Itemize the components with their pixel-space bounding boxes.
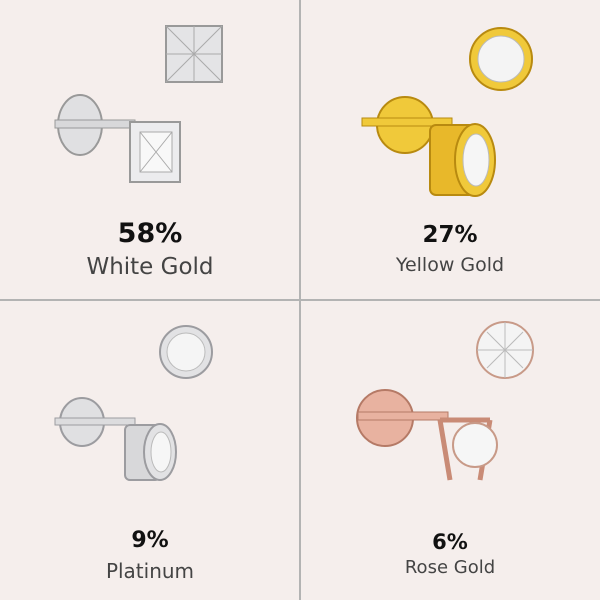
white-gold-panel: 58% White Gold bbox=[0, 0, 300, 300]
rose-gold-panel: 6% Rose Gold bbox=[300, 300, 600, 600]
metal-label: Yellow Gold bbox=[395, 254, 505, 276]
metal-label: White Gold bbox=[86, 254, 214, 280]
horizontal-divider bbox=[0, 299, 600, 301]
percent-value: 9% bbox=[131, 528, 169, 553]
metal-label: Platinum bbox=[105, 559, 195, 583]
platinum-earring-image bbox=[54, 325, 213, 481]
percent-value: 58% bbox=[117, 218, 183, 249]
percent-value: 27% bbox=[422, 222, 478, 248]
percent-value: 6% bbox=[432, 530, 468, 554]
yellow-gold-panel: 27% Yellow Gold bbox=[300, 0, 600, 300]
metal-label: Rose Gold bbox=[404, 557, 496, 578]
rose-gold-earring-image bbox=[356, 321, 534, 481]
platinum-panel: 9% Platinum bbox=[0, 300, 300, 600]
yellow-gold-earring-image bbox=[361, 27, 533, 197]
white-gold-earring-image bbox=[54, 25, 223, 183]
